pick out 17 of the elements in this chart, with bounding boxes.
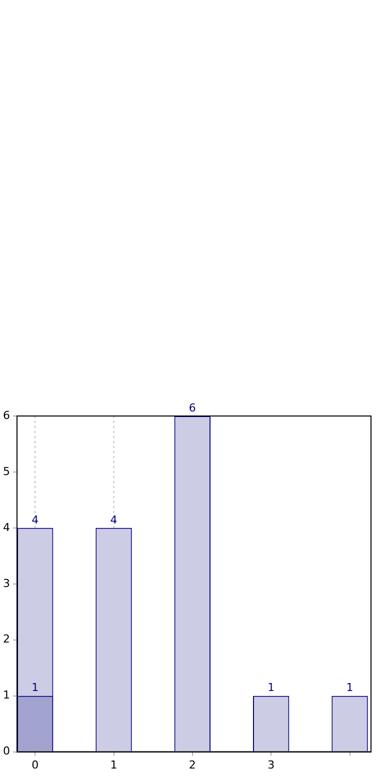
- data-label: 4: [110, 513, 118, 526]
- data-label: 6: [188, 401, 196, 414]
- data-label: 1: [32, 681, 39, 694]
- data-label: 1: [346, 681, 354, 694]
- data-label: 4: [32, 513, 39, 526]
- y-tick-label: 1: [3, 688, 10, 702]
- x-tick-label: 0: [32, 758, 39, 772]
- y-tick-label: 6: [3, 408, 10, 422]
- y-tick-label: 2: [3, 632, 10, 646]
- y-tick-label: 5: [3, 464, 10, 478]
- y-tick-label: 3: [3, 576, 10, 590]
- x-tick-label: 2: [188, 758, 196, 772]
- x-tick-label: 1: [110, 758, 118, 772]
- x-tick-label: 3: [268, 758, 275, 772]
- y-tick-label: 0: [3, 744, 10, 758]
- y-tick-label: 4: [3, 520, 10, 534]
- data-label: 1: [268, 681, 275, 694]
